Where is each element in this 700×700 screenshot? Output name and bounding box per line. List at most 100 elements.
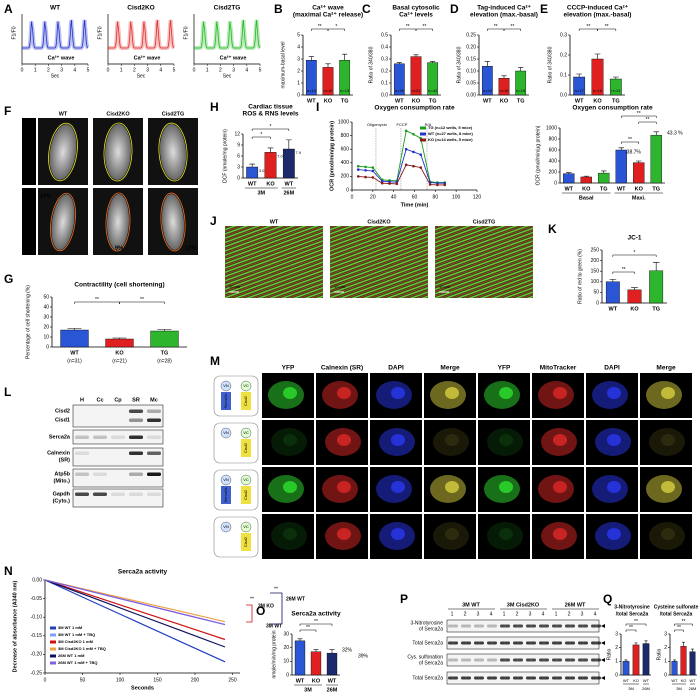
y-tick-label: 2 [664, 645, 667, 651]
x-tick-label: 0 [351, 194, 354, 200]
point [388, 182, 391, 185]
band-arrow [601, 641, 605, 645]
significance-bracket [612, 254, 657, 257]
n-label: n=16 [323, 88, 333, 93]
cell-outline [160, 192, 186, 252]
y-axis-label: F1/F0 [11, 26, 17, 39]
y-tick-label: 0.0 [381, 92, 388, 98]
category-label: WT [564, 186, 573, 192]
bar [246, 166, 259, 179]
significance-label: ** [314, 619, 318, 625]
error-bar [653, 131, 659, 136]
annotation: 32% [342, 647, 353, 653]
y-tick-label: 3 [297, 56, 300, 62]
y-axis-label: Ratio of 340/380 [456, 46, 462, 83]
error-bar [396, 62, 402, 64]
blot [72, 468, 164, 488]
row-label: Cys. sulfonation [407, 654, 443, 660]
n-label: n=13 [340, 88, 350, 93]
category-label: WT [609, 306, 618, 312]
bracket [270, 592, 283, 625]
y-tick-label: 0 [346, 187, 349, 193]
error-bar [342, 53, 348, 61]
panel-title: Oxygen consumption rate [374, 105, 455, 112]
bar [650, 134, 662, 184]
bar [633, 162, 645, 184]
row-label: Atp5b [54, 471, 70, 477]
y-axis-label: F1/F0 [97, 26, 103, 39]
signal-core [283, 528, 297, 540]
significance-bracket [119, 301, 165, 304]
n-label: n=13 [307, 88, 317, 93]
signal-core [607, 434, 621, 446]
x-tick-label: 0 [21, 67, 24, 73]
bar [310, 651, 322, 676]
band [147, 472, 161, 476]
bar [282, 148, 295, 179]
category-label: KO [681, 678, 687, 683]
y-axis-label: F1/F0 [183, 26, 189, 39]
significance-label: ** [306, 625, 310, 631]
y-axis-label: Ratio [606, 648, 612, 660]
image-label: Cisd2KO [367, 219, 391, 225]
band [129, 418, 143, 422]
signal-core [499, 528, 513, 540]
lane-label: 4 [490, 611, 493, 617]
group-label: 3M Cisd2KO [507, 602, 540, 608]
y-tick-label: 40 [43, 304, 49, 310]
signal-core [283, 481, 297, 493]
n-label: n=19 [516, 88, 526, 93]
panel-subtitle: ROS & RNS levels [243, 111, 299, 118]
category-label: TG [429, 98, 437, 104]
category-label: KO [582, 186, 591, 192]
panel-title: Contractility (cell shortening) [74, 282, 164, 289]
y-tick-label: 30 [43, 314, 49, 320]
bar [105, 338, 134, 348]
bar [326, 652, 338, 676]
cisd2-box [241, 439, 251, 457]
vc-tag [240, 380, 252, 392]
x-tick-label: 1 [34, 67, 37, 73]
x-tick-label: 100 [452, 194, 461, 200]
y-tick-label: 0 [297, 92, 300, 98]
y-tick-label: 3 [664, 631, 667, 637]
group-label: 26M [642, 686, 650, 691]
category-label: KO [633, 678, 639, 683]
lane-label: 2 [464, 611, 467, 617]
panel-letter: C [362, 2, 371, 16]
y-tick-label: 600 [341, 147, 350, 153]
y-tick-label: 400 [549, 158, 558, 164]
error-bar [313, 649, 319, 652]
panel-subtitle: elevation (max.-basal) [470, 12, 538, 19]
significance-label: * [260, 132, 262, 138]
signal-core [337, 528, 351, 540]
significance-bracket [625, 623, 647, 626]
y-tick-label: 4 [297, 44, 300, 50]
scale-bar-label: 10 µm [334, 284, 346, 289]
point [436, 183, 439, 187]
y-tick-label: 100 [591, 279, 600, 285]
y-tick-label: -0.20 [31, 652, 43, 658]
column-header: Calnexin (SR) [321, 365, 363, 372]
panel-letter: O [256, 604, 265, 618]
y-tick-label: 0 [237, 175, 240, 181]
signal-core [445, 528, 459, 540]
y-tick-label: 20 [283, 645, 289, 651]
row-note: (Mito.) [54, 478, 71, 484]
error-bar [652, 261, 660, 271]
significance-bracket [503, 28, 521, 31]
y-axis-label: Percentage of cell shortening (%) [25, 285, 31, 359]
panel-letter: G [4, 272, 13, 286]
band-arrow [601, 658, 605, 662]
category-label: KO [324, 98, 333, 104]
panel-subtitle: /total Serca2a [616, 611, 649, 617]
micrograph [225, 226, 323, 298]
column-header: YFP [498, 365, 511, 372]
membrane [213, 422, 259, 464]
lane-label: 3 [581, 611, 584, 617]
panel-title: Basal cytosolic [392, 5, 440, 12]
legend-swatch [50, 661, 56, 665]
signal-core [553, 481, 567, 493]
column-header: YFP [282, 365, 295, 372]
bar [150, 330, 179, 348]
